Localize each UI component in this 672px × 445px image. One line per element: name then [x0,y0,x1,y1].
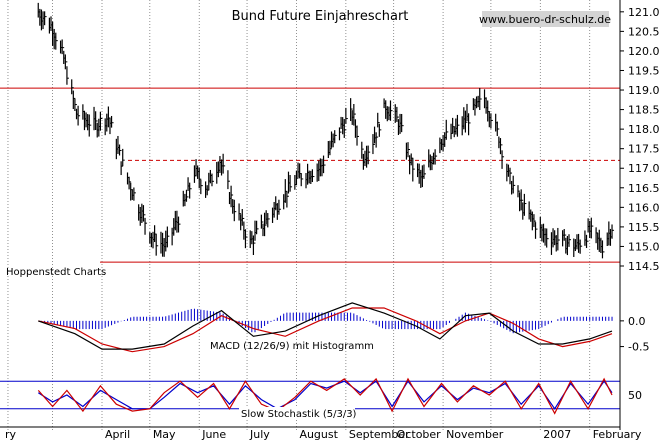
price-tick-label: 116.0 [628,201,660,214]
macd-tick-label: 0.0 [628,315,646,328]
month-label: February [593,428,642,441]
month-label: ry [5,428,17,441]
price-tick-label: 119.0 [628,84,660,97]
month-label: August [299,428,338,441]
price-tick-label: 117.0 [628,162,660,175]
macd-signal-line [38,307,613,353]
price-tick-label: 121.0 [628,6,660,19]
chart-title: Bund Future Einjahreschart [232,9,409,24]
price-tick-label: 120.0 [628,45,660,58]
stoch-k-line [37,377,613,415]
price-tick-label: 120.5 [628,25,660,38]
price-tick-label: 115.5 [628,221,660,234]
stoch-d-line [37,380,613,410]
price-tick-label: 114.5 [628,260,660,273]
macd-label: MACD (12/26/9) mit Histogramm [210,341,374,352]
macd-panel [38,302,613,353]
stoch-label: Slow Stochastik (5/3/3) [241,409,357,420]
watermark-box [482,11,609,27]
month-label: April [105,428,130,441]
month-label: October [397,428,441,441]
macd-line [38,302,613,350]
price-tick-label: 115.0 [628,240,660,253]
month-label: July [249,428,270,441]
price-tick-label: 118.0 [628,123,660,136]
stoch-label-bg [239,407,355,420]
month-label: May [153,428,176,441]
price-tick-label: 116.5 [628,182,660,195]
month-label: November [446,428,504,441]
price-tick-label: 119.5 [628,64,660,77]
axes: ry April May June July August SeptemberOctober… [0,0,660,441]
watermark: www.buero-dr-schulz.de [479,13,611,26]
month-label: 2007 [543,428,571,441]
price-bars [37,2,615,259]
source-label: Hoppenstedt Charts [6,267,106,278]
price-tick-label: 117.5 [628,143,660,156]
macd-tick-label: -0.5 [628,341,649,354]
reference-lines [0,87,620,263]
price-tick-label: 118.5 [628,104,660,117]
month-label: June [201,428,226,441]
month-label: September [349,428,410,441]
stoch-tick-label: 50 [628,389,642,402]
